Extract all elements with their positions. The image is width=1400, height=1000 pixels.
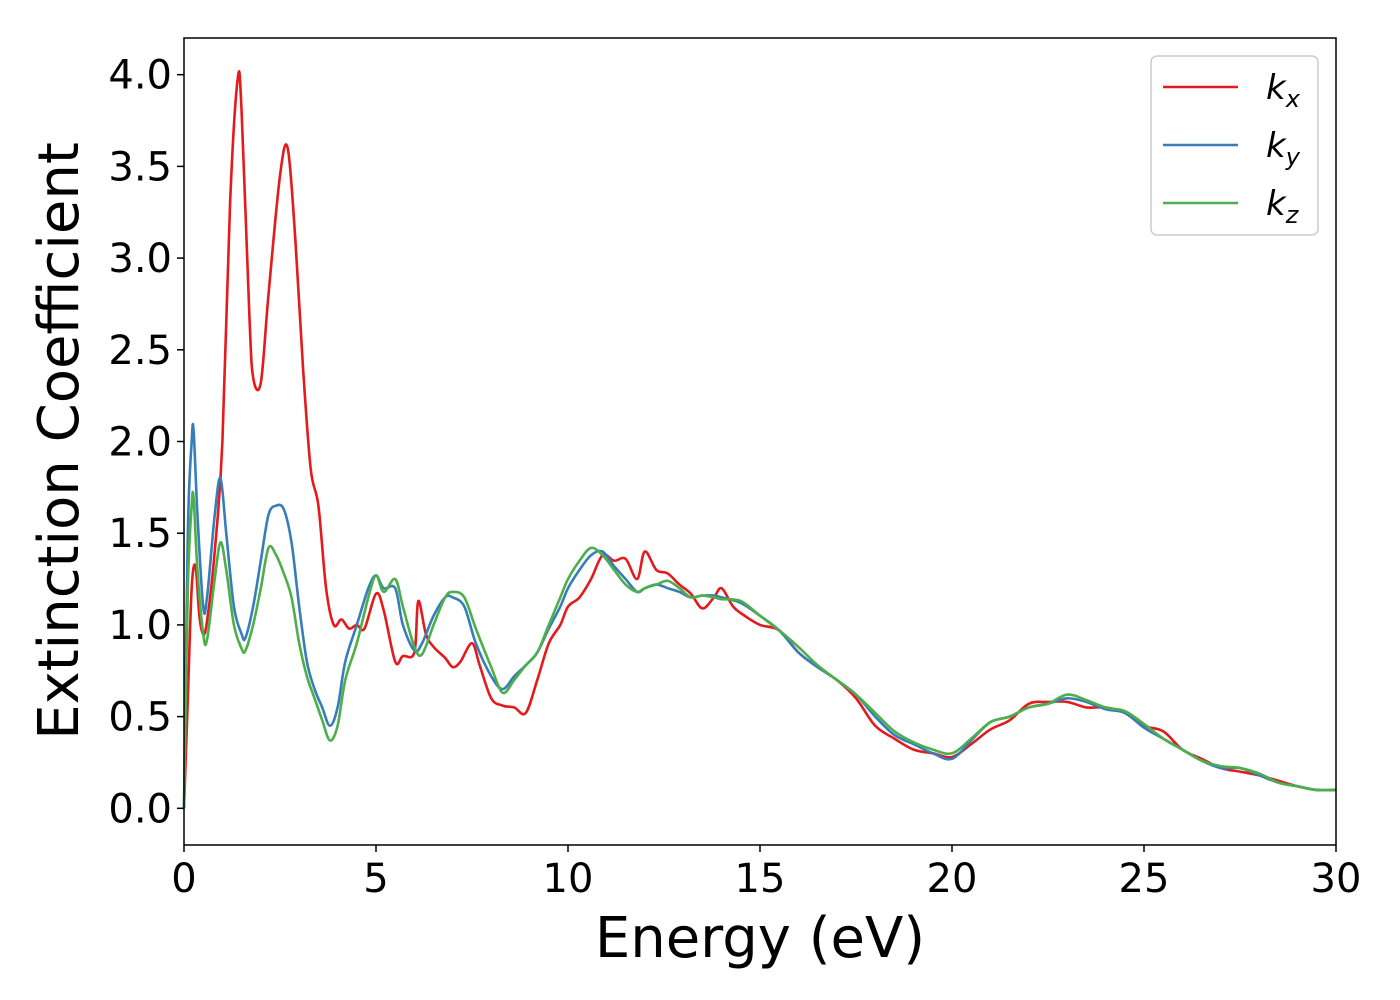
x-tick-label: 10 (543, 856, 594, 902)
y-tick-label: 1.5 (108, 511, 172, 557)
y-tick-label: 1.0 (108, 603, 172, 649)
x-tick-label: 25 (1119, 856, 1170, 902)
y-tick-label: 3.0 (108, 236, 172, 282)
y-tick-label: 4.0 (108, 53, 172, 99)
y-tick-label: 3.5 (108, 144, 172, 190)
x-axis-title: Energy (eV) (595, 906, 925, 971)
x-tick-label: 5 (363, 856, 388, 902)
y-tick-label: 0.5 (108, 695, 172, 741)
x-tick-label: 20 (927, 856, 978, 902)
y-axis-title: Extinction Coefficient (27, 142, 92, 740)
x-axis-ticks: 0 5 10 15 20 25 30 (171, 845, 1361, 902)
series-line-z (184, 492, 1336, 808)
y-tick-label: 2.0 (108, 420, 172, 466)
y-tick-label: 0.0 (108, 786, 172, 832)
x-tick-label: 30 (1311, 856, 1362, 902)
y-tick-label: 2.5 (108, 328, 172, 374)
x-tick-label: 15 (735, 856, 786, 902)
y-axis-ticks: 0.0 0.5 1.0 1.5 2.0 2.5 3.0 3.5 4.0 (108, 53, 184, 833)
x-tick-label: 0 (171, 856, 196, 902)
